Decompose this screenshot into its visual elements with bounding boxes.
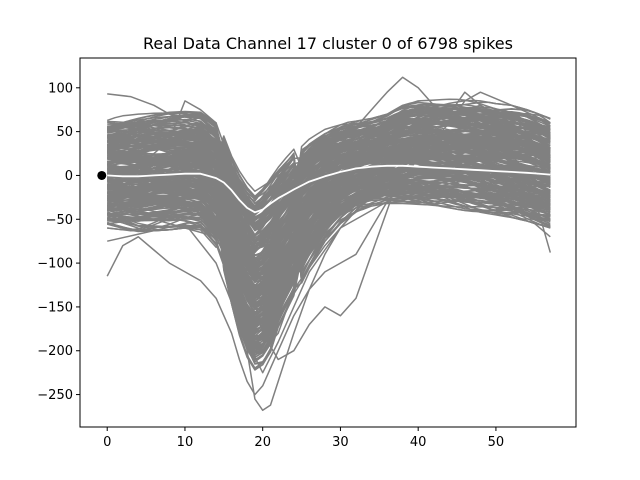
- spike-trace: [107, 177, 551, 261]
- spike-trace: [107, 107, 551, 272]
- y-tick-label: 0: [65, 169, 73, 184]
- x-tick-label: 50: [488, 435, 505, 450]
- plot-frame: [79, 57, 577, 428]
- spike-trace: [106, 156, 551, 284]
- spike-trace: [107, 172, 551, 344]
- spike-trace: [107, 168, 551, 327]
- spike-trace: [107, 120, 551, 283]
- x-axis: 0 10 20 30 40 50: [103, 427, 504, 450]
- y-tick-label: −100: [37, 257, 73, 272]
- spike-trace: [107, 140, 551, 218]
- spike-trace: [107, 137, 551, 240]
- y-tick-label: −200: [37, 344, 73, 359]
- y-tick-label: −150: [37, 300, 73, 315]
- marker-layer: [97, 170, 107, 180]
- spike-trace-outlier: [106, 113, 552, 253]
- x-tick-label: 0: [103, 435, 111, 450]
- spike-trace: [107, 145, 551, 314]
- spike-trace: [107, 151, 551, 315]
- spike-trace: [107, 175, 551, 272]
- spike-trace-outlier: [107, 93, 551, 412]
- y-tick-label: 50: [56, 125, 73, 140]
- spike-trace: [107, 108, 551, 291]
- spike-trace: [107, 156, 551, 262]
- mean-waveform-line: [107, 164, 551, 214]
- spike-trace: [106, 149, 551, 278]
- x-tick-label: 10: [177, 435, 194, 450]
- x-tick-label: 40: [410, 435, 427, 450]
- spike-trace: [107, 113, 551, 354]
- spike-trace: [107, 178, 551, 264]
- marker-point: [97, 170, 107, 180]
- chart-title: Real Data Channel 17 cluster 0 of 6798 s…: [143, 34, 513, 53]
- spike-trace-outlier: [107, 91, 551, 352]
- spike-trace: [107, 139, 551, 228]
- x-tick-label: 30: [332, 435, 349, 450]
- spike-trace-outlier: [107, 192, 551, 374]
- spike-trace-outlier: [106, 76, 551, 291]
- spike-trace: [107, 189, 551, 328]
- spike-trace: [107, 144, 551, 352]
- spike-trace: [107, 159, 551, 276]
- spike-trace: [106, 122, 551, 250]
- y-tick-label: 100: [48, 81, 73, 96]
- spike-trace: [107, 110, 551, 263]
- x-tick-label: 20: [254, 435, 271, 450]
- spike-trace: [107, 125, 551, 324]
- spike-trace: [107, 154, 551, 244]
- traces-layer: [106, 76, 552, 412]
- y-tick-label: −250: [37, 388, 73, 403]
- spike-trace: [107, 136, 551, 268]
- spike-trace: [107, 166, 551, 275]
- y-tick-label: −50: [46, 213, 73, 228]
- spike-trace: [107, 176, 551, 365]
- spike-trace: [107, 112, 551, 305]
- mean-layer: [107, 164, 551, 214]
- y-axis: 100 50 0 −50 −100 −150 −200 −250: [37, 81, 80, 403]
